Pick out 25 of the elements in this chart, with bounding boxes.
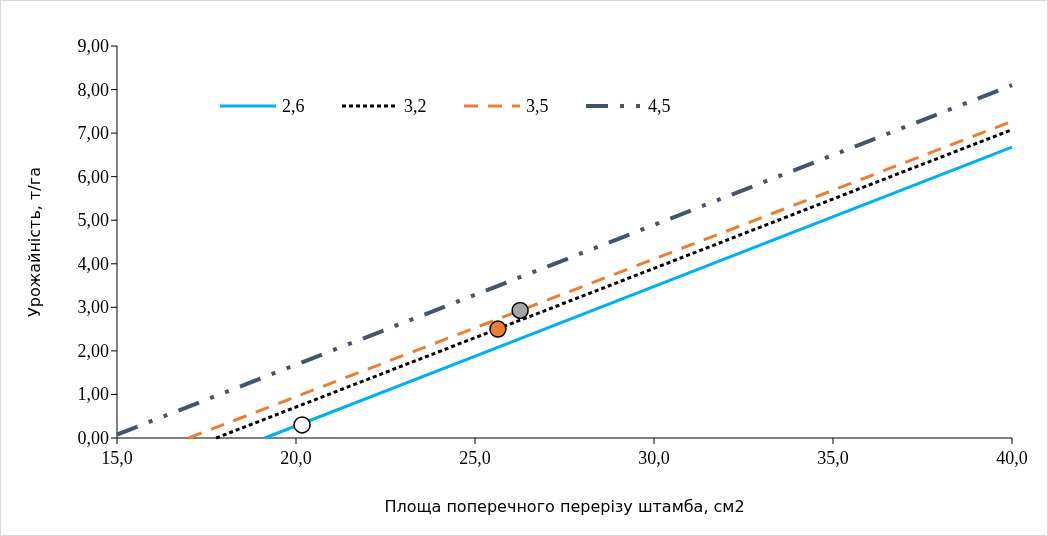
y-tick-label: 1,00 bbox=[77, 384, 109, 405]
y-tick-label: 5,00 bbox=[77, 210, 109, 231]
y-tick-label: 0,00 bbox=[77, 428, 109, 448]
x-tick-label: 20,0 bbox=[280, 448, 312, 468]
point bbox=[293, 416, 311, 434]
y-tick-label: 4,00 bbox=[77, 253, 109, 274]
y-tick-label: 2,00 bbox=[77, 340, 109, 361]
x-tick-label: 35,0 bbox=[817, 448, 849, 468]
legend-label: 3,2 bbox=[404, 96, 427, 116]
point bbox=[489, 320, 507, 338]
y-tick-label: 3,00 bbox=[77, 297, 109, 318]
x-axis-title: Площа поперечного перерізу штамба, см2 bbox=[384, 497, 745, 516]
x-tick-label: 30,0 bbox=[638, 448, 670, 468]
y-axis-title: Урожайність, т/га bbox=[25, 167, 44, 317]
x-tick-label: 25,0 bbox=[459, 448, 491, 468]
y-tick-label: 6,00 bbox=[77, 166, 109, 187]
x-tick-label: 15,0 bbox=[101, 448, 133, 468]
point bbox=[511, 301, 529, 320]
legend-label: 2,6 bbox=[282, 96, 305, 116]
y-tick-label: 8,00 bbox=[77, 79, 109, 100]
x-tick-label: 40,0 bbox=[996, 448, 1028, 468]
legend-label: 4,5 bbox=[648, 96, 671, 116]
y-tick-label: 9,00 bbox=[77, 36, 109, 56]
y-tick-label: 7,00 bbox=[77, 123, 109, 144]
legend-label: 3,5 bbox=[526, 96, 549, 116]
